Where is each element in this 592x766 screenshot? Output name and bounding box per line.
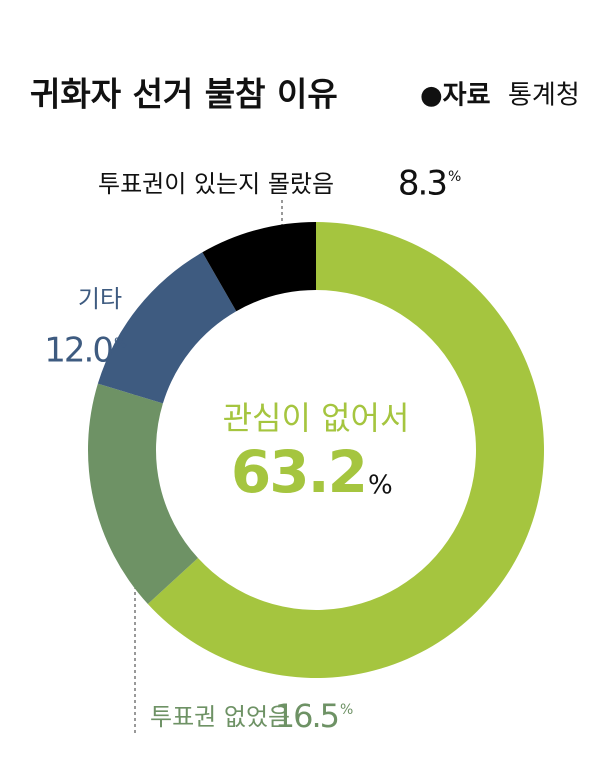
unit-label: % — [368, 471, 393, 501]
category-label: 관심이 없어서 — [223, 399, 410, 437]
category-label: 투표권이 있는지 몰랐음 — [98, 170, 334, 198]
unit-label: % — [114, 336, 127, 352]
unit-label: % — [448, 169, 461, 185]
donut-slice — [97, 252, 237, 404]
value-label: 63.2 — [231, 438, 366, 506]
donut-slice — [147, 222, 544, 678]
chart-title: 귀화자 선거 불참 이유 — [30, 75, 338, 114]
value-label: 16.5 — [275, 697, 338, 735]
value-label: 12.0 — [44, 331, 112, 371]
source-label: ●자료 — [420, 81, 491, 111]
category-label: 기타 — [78, 285, 122, 313]
category-label: 투표권 없었음 — [150, 703, 290, 731]
source: 통계청 — [508, 81, 580, 111]
donut-slice — [202, 222, 316, 312]
unit-label: % — [340, 702, 353, 718]
donut-slice — [87, 383, 198, 604]
value-label: 8.3 — [398, 164, 446, 204]
